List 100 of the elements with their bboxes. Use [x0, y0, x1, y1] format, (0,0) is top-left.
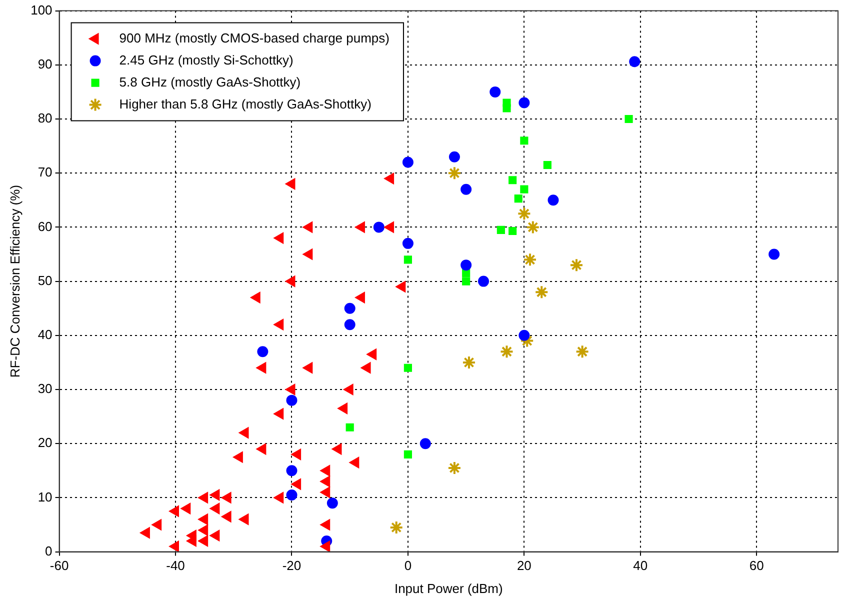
y-tick-label: 90: [38, 56, 52, 72]
legend-label: Higher than 5.8 GHz (mostly GaAs-Shottky): [119, 96, 372, 112]
y-tick-label: 100: [30, 2, 52, 18]
point: [514, 194, 522, 203]
point: [302, 222, 313, 233]
point: [629, 56, 640, 68]
point: [286, 394, 298, 406]
point: [502, 104, 511, 112]
point: [462, 277, 470, 286]
point: [250, 292, 260, 304]
point: [285, 178, 296, 190]
point: [508, 176, 517, 184]
point: [389, 520, 404, 534]
point: [180, 502, 191, 514]
point: [344, 302, 356, 314]
legend-label: 900 MHz (mostly CMOS-based charge pumps): [119, 30, 390, 46]
point: [354, 292, 365, 304]
y-tick-label: 10: [38, 489, 52, 504]
point: [286, 489, 298, 500]
point: [460, 260, 472, 271]
y-tick-label: 70: [38, 164, 52, 180]
point: [366, 348, 377, 360]
point: [569, 258, 584, 272]
y-tick-label: 80: [38, 110, 52, 126]
y-axis-title: RF-DC Conversion Efficiency (%): [7, 184, 22, 378]
point: [274, 492, 284, 504]
point: [198, 514, 208, 526]
point: [169, 540, 180, 552]
point: [462, 355, 476, 370]
point: [320, 476, 330, 488]
point: [534, 285, 549, 300]
x-tick-label: -40: [166, 558, 185, 574]
point: [575, 344, 590, 359]
y-tick-label: 0: [45, 543, 52, 558]
point: [291, 478, 302, 490]
point: [210, 489, 220, 501]
point: [373, 222, 384, 233]
point: [257, 346, 268, 358]
point: [326, 498, 338, 509]
point: [198, 492, 208, 504]
point: [624, 114, 633, 124]
point: [286, 465, 298, 476]
point: [518, 97, 530, 108]
point: [490, 86, 501, 98]
point: [320, 464, 330, 476]
legend-label: 5.8 GHz (mostly GaAs-Shottky): [119, 74, 301, 90]
point: [320, 519, 330, 530]
point: [404, 450, 412, 458]
x-tick-label: -60: [50, 558, 69, 574]
point: [221, 510, 232, 522]
point: [285, 384, 296, 396]
point: [420, 438, 431, 450]
point: [274, 318, 284, 330]
point: [302, 362, 313, 374]
point: [354, 222, 365, 233]
point: [338, 402, 348, 414]
point: [343, 384, 354, 396]
point: [543, 160, 552, 170]
point: [274, 232, 284, 244]
point: [221, 492, 232, 504]
point: [518, 330, 530, 341]
y-tick-label: 30: [38, 381, 52, 396]
point: [360, 362, 371, 374]
point: [291, 448, 302, 460]
point: [768, 248, 780, 260]
point: [302, 248, 313, 260]
point: [517, 206, 532, 221]
x-tick-label: 40: [633, 558, 648, 574]
point: [238, 427, 249, 438]
x-tick-label: -20: [282, 558, 302, 574]
point: [169, 506, 180, 517]
point: [508, 226, 517, 236]
point: [238, 514, 249, 526]
point: [349, 456, 360, 468]
point: [384, 172, 394, 184]
point: [384, 222, 394, 233]
point: [210, 530, 220, 542]
point: [523, 252, 538, 267]
point: [210, 502, 220, 514]
point: [496, 226, 505, 234]
point: [152, 519, 162, 530]
point: [402, 156, 414, 168]
point: [198, 535, 208, 547]
point: [520, 185, 528, 194]
point: [447, 166, 462, 180]
x-tick-label: 20: [516, 558, 532, 574]
point: [320, 486, 330, 498]
point: [140, 527, 150, 539]
y-tick-label: 50: [38, 272, 52, 288]
point: [404, 364, 412, 372]
point: [256, 443, 266, 455]
point: [186, 535, 196, 547]
point: [198, 524, 208, 536]
x-axis-title: Input Power (dBm): [394, 580, 503, 596]
point: [285, 276, 296, 287]
x-tick-label: 0: [404, 558, 412, 574]
point: [460, 184, 472, 195]
point: [520, 334, 534, 348]
point: [520, 136, 528, 145]
point: [232, 451, 243, 463]
